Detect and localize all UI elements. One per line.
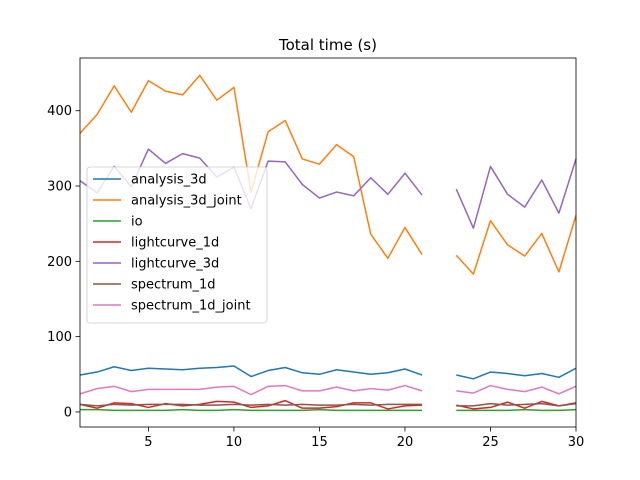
legend-item: spectrum_1d — [93, 278, 216, 293]
y-tick-label: 300 — [47, 180, 72, 195]
y-tick-label: 200 — [47, 255, 72, 270]
axes-frame — [79, 57, 577, 428]
x-tick-label: 20 — [397, 435, 414, 450]
legend-label: spectrum_1d_joint — [131, 299, 251, 314]
legend-item: lightcurve_1d — [93, 236, 219, 251]
legend-label: lightcurve_1d — [131, 236, 219, 251]
legend-label: spectrum_1d — [131, 278, 216, 293]
legend-label: lightcurve_3d — [131, 257, 219, 272]
x-tick-label: 10 — [226, 435, 243, 450]
series-line — [80, 408, 577, 412]
legend-label: analysis_3d — [131, 173, 207, 188]
y-tick-label: 0 — [64, 405, 72, 420]
y-tick-label: 100 — [47, 330, 72, 345]
series-spectrum-1d — [79, 402, 577, 407]
legend-box — [86, 166, 268, 324]
x-tick-label: 15 — [311, 435, 328, 450]
legend-item: analysis_3d — [93, 173, 207, 188]
legend-item: io — [93, 215, 143, 230]
series-line — [79, 365, 577, 380]
x-axis: 5 10 15 20 25 30 — [144, 427, 584, 450]
x-tick-label: 30 — [568, 435, 585, 450]
x-tick-label: 5 — [144, 435, 152, 450]
y-tick-label: 400 — [47, 104, 72, 119]
series-spectrum-1d-joint — [79, 384, 577, 396]
legend-item: spectrum_1d_joint — [93, 299, 251, 314]
series-analysis-3d — [79, 365, 577, 380]
legend-label: analysis_3d_joint — [131, 194, 242, 209]
legend-label: io — [131, 215, 143, 230]
x-tick-label: 25 — [482, 435, 499, 450]
series-io — [80, 408, 577, 412]
series-line — [79, 402, 577, 407]
chart-title: Total time (s) — [278, 36, 377, 54]
series-line — [79, 384, 577, 396]
legend-item: lightcurve_3d — [93, 257, 219, 272]
legend-item: analysis_3d_joint — [93, 194, 242, 209]
y-axis: 0 100 200 300 400 — [47, 104, 80, 420]
